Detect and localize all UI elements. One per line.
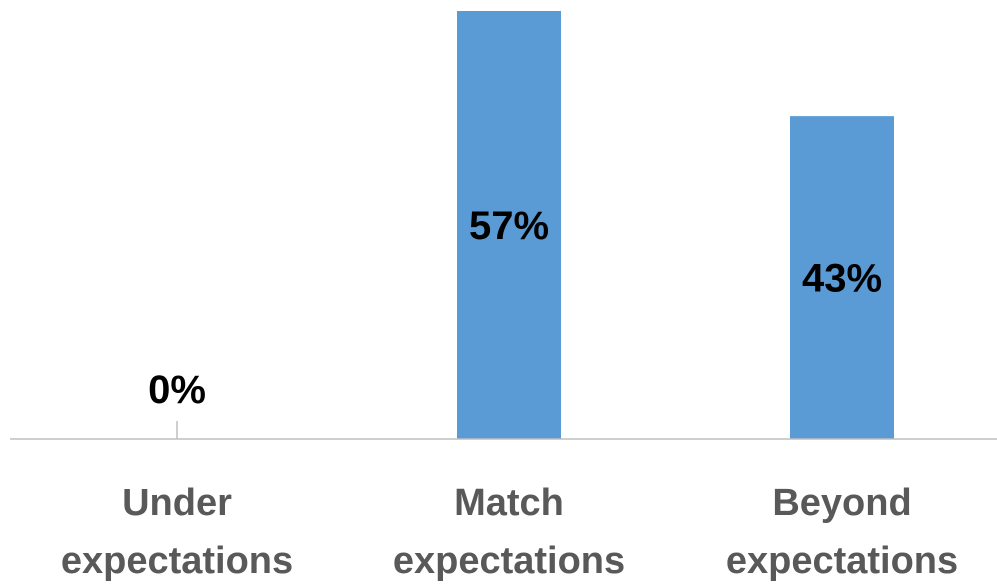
bar-2	[790, 116, 894, 440]
category-label-2-line-1: expectations	[726, 540, 958, 582]
category-labels-group: Under expectations Match expectations Beyond…	[61, 482, 958, 582]
bars-group	[457, 11, 894, 440]
data-label-1: 57%	[469, 204, 549, 248]
bar-1	[457, 11, 561, 439]
category-label-2-line-0: Beyond	[772, 482, 911, 524]
category-label-1-line-1: expectations	[393, 540, 625, 582]
category-label-1-line-0: Match	[454, 482, 564, 524]
data-label-2: 43%	[802, 257, 882, 301]
data-labels-group: 0% 57% 43%	[148, 204, 882, 412]
category-label-0-line-0: Under	[122, 482, 232, 524]
category-label-0-line-1: expectations	[61, 540, 293, 582]
data-label-0: 0%	[148, 368, 206, 412]
